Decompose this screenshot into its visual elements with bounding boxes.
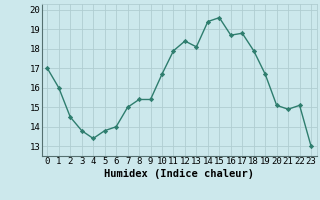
X-axis label: Humidex (Indice chaleur): Humidex (Indice chaleur)	[104, 169, 254, 179]
